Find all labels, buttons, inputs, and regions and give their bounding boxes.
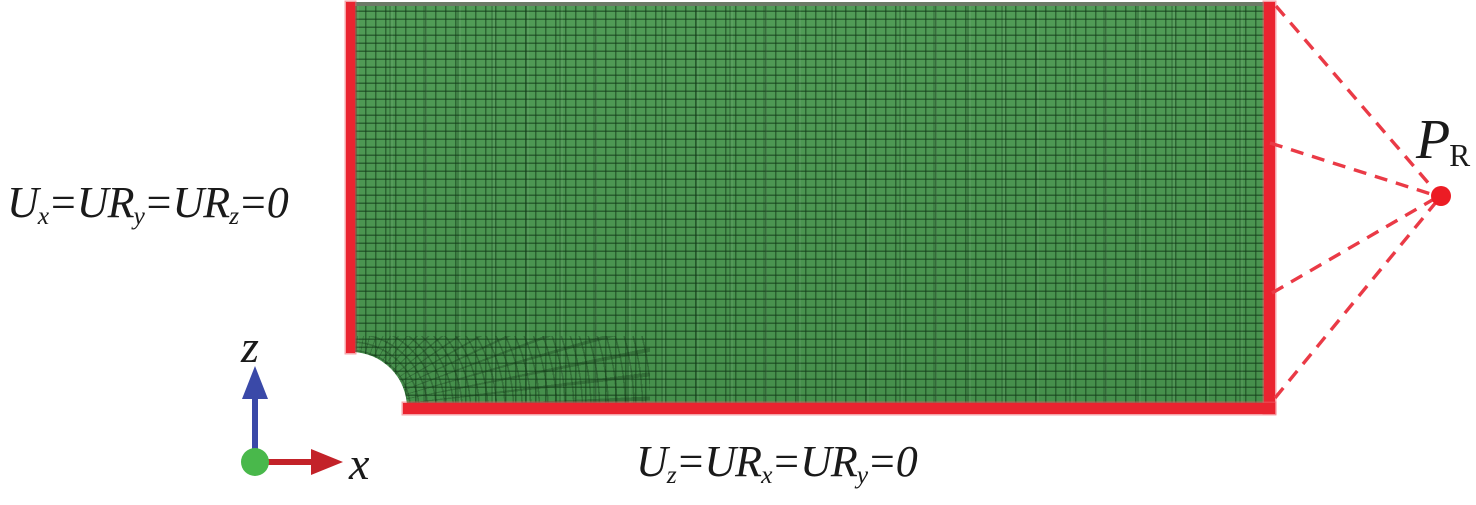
bc-bottom-label-term: =UR xyxy=(675,437,762,486)
coupling-dashed-line-4 xyxy=(1273,199,1439,400)
bc-bottom-label-term: =0 xyxy=(867,437,918,486)
bc-right-edge-line xyxy=(1264,2,1275,413)
coupling-dashed-line-1 xyxy=(1274,4,1438,194)
bc-bottom-label-sub: z xyxy=(666,460,677,490)
reference-point-subscript: R xyxy=(1449,138,1471,174)
reference-point-label: PR xyxy=(1416,109,1470,171)
z-axis-arrow-head xyxy=(242,366,268,399)
x-axis-arrow-head xyxy=(311,449,343,475)
bc-bottom-label-term: =UR xyxy=(771,437,857,486)
z-axis-label: z xyxy=(241,321,259,372)
x-axis-arrow-shaft xyxy=(255,459,311,465)
z-axis-arrow-shaft xyxy=(252,396,258,460)
bc-left-label-sub: y xyxy=(133,201,144,231)
bc-left-label-term: =UR xyxy=(48,178,134,227)
bc-left-label-term: =UR xyxy=(143,178,230,227)
bc-left-label-sub: z xyxy=(229,201,239,231)
origin-dot xyxy=(241,448,269,476)
bc-left-label-term: =0 xyxy=(238,178,289,227)
notch-cutout xyxy=(295,352,407,464)
bc-bottom-label-term: U xyxy=(636,437,668,486)
reference-point-symbol: P xyxy=(1416,109,1450,171)
bc-left-label: Ux=URy=URz=0 xyxy=(7,178,289,229)
coupling-dashed-line-3 xyxy=(1271,197,1435,295)
coupling-dashed-line-2 xyxy=(1269,141,1435,197)
bc-bottom-label-sub: x xyxy=(761,460,772,490)
mesh-region xyxy=(355,2,1268,412)
x-axis-label: x xyxy=(349,438,369,489)
bc-left-label-sub: x xyxy=(37,201,49,231)
bc-bottom-edge-line xyxy=(403,403,1275,414)
bc-left-edge-line xyxy=(346,2,355,353)
bc-bottom-label-sub: y xyxy=(856,460,868,490)
bc-left-label-term: U xyxy=(7,178,39,227)
bc-bottom-label: Uz=URx=URy=0 xyxy=(636,437,918,488)
reference-point-dot xyxy=(1431,186,1451,206)
